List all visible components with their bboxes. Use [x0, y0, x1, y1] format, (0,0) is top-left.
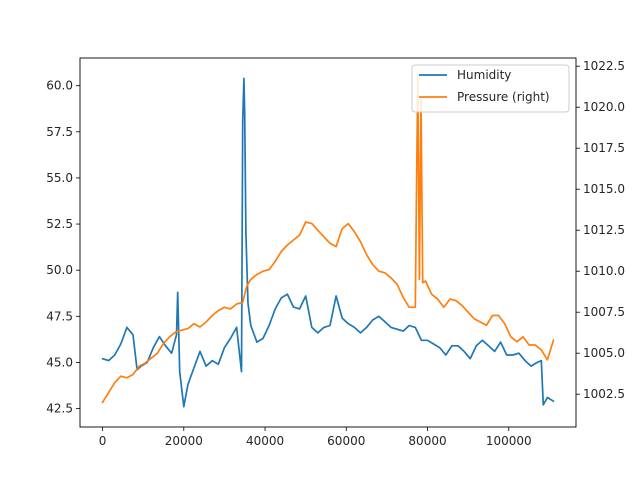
y-tick-label: 45.0 [46, 355, 73, 369]
legend-label-humidity: Humidity [457, 68, 511, 82]
axes-layer [79, 57, 577, 428]
x-tick-label: 40000 [246, 434, 284, 448]
y-tick-label: 52.5 [46, 217, 73, 231]
legend: Humidity Pressure (right) [411, 64, 570, 113]
y2-tick-label: 1020.0 [583, 100, 625, 114]
y2-tick-label: 1017.5 [583, 141, 625, 155]
series-line-pressure-right [101, 73, 555, 404]
ticks-layer: 0 20000 40000 60000 80000 100000 42.5 45.0 47.5 5… [46, 59, 625, 448]
y2-tick-label: 1010.0 [583, 264, 625, 278]
y2-tick-label: 1012.5 [583, 223, 625, 237]
y-tick-label: 47.5 [46, 309, 73, 323]
legend-box [411, 64, 570, 113]
x-tick-label: 20000 [165, 434, 203, 448]
y-tick-label: 60.0 [46, 79, 73, 93]
plot-frame [79, 57, 577, 428]
x-tick-label: 0 [99, 434, 107, 448]
y2-tick-label: 1005.0 [583, 346, 625, 360]
x-tick-label: 60000 [327, 434, 365, 448]
y-tick-label: 57.5 [46, 125, 73, 139]
y-tick-label: 55.0 [46, 171, 73, 185]
y-tick-label: 50.0 [46, 263, 73, 277]
y2-tick-label: 1022.5 [583, 59, 625, 73]
x-tick-label: 80000 [408, 434, 446, 448]
y-tick-label: 42.5 [46, 402, 73, 416]
y2-tick-label: 1002.5 [583, 387, 625, 401]
x-tick-label: 100000 [486, 434, 532, 448]
series-line-humidity [101, 77, 555, 408]
series-layer [101, 73, 555, 408]
y2-tick-label: 1015.0 [583, 182, 625, 196]
y2-tick-label: 1007.5 [583, 305, 625, 319]
legend-label-pressure: Pressure (right) [457, 90, 550, 104]
